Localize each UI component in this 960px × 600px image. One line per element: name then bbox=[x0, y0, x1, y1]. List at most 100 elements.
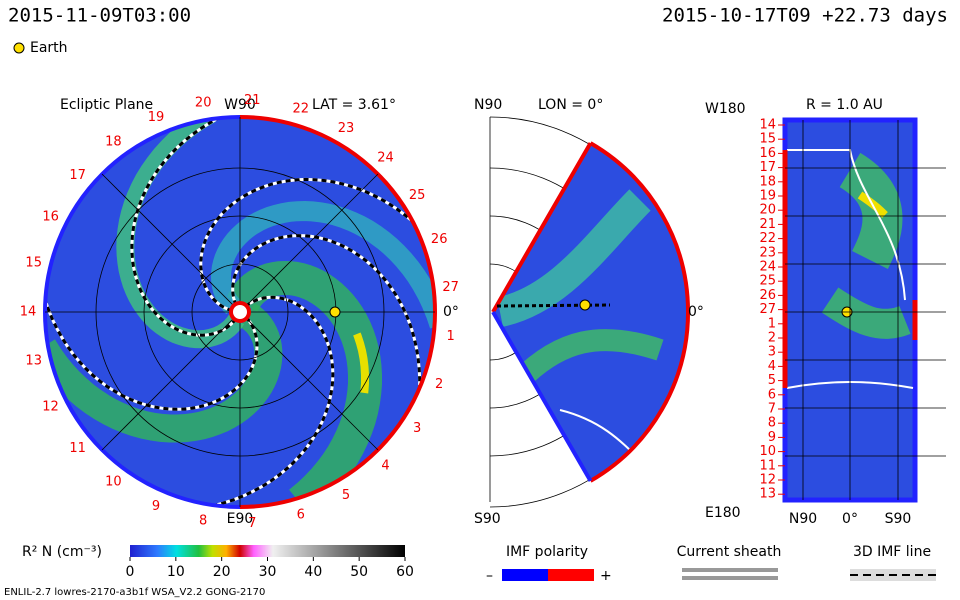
row-label: 17 bbox=[759, 160, 776, 175]
e90: E90 bbox=[227, 511, 254, 527]
colorbar bbox=[130, 545, 405, 557]
colorbar-tick-label: 0 bbox=[126, 564, 135, 580]
row-label: 27 bbox=[759, 302, 776, 317]
bottom-axis-label: 0° bbox=[842, 511, 858, 527]
row-label: 15 bbox=[759, 132, 776, 147]
carrington-label: 25 bbox=[409, 188, 426, 203]
carrington-label: 3 bbox=[413, 421, 421, 436]
carrington-label: 1 bbox=[446, 329, 454, 344]
lat: LAT = 3.61° bbox=[312, 97, 396, 113]
imf-line bbox=[199, 177, 424, 313]
carrington-label: 17 bbox=[69, 168, 86, 183]
imf-line bbox=[130, 117, 238, 337]
sheath-swatch bbox=[682, 568, 778, 572]
row-label: 25 bbox=[759, 274, 776, 289]
sheath-swatch bbox=[682, 576, 778, 580]
radius: R = 1.0 AU bbox=[806, 97, 883, 113]
row-label: 22 bbox=[759, 231, 776, 246]
radial-panel: W180 R = 1.0 AU E180 bbox=[705, 97, 946, 521]
zero: 0° bbox=[688, 304, 704, 320]
earth-legend: Earth bbox=[30, 40, 68, 56]
carrington-label: 15 bbox=[25, 256, 42, 271]
carrington-label: 9 bbox=[152, 499, 160, 514]
row-label: 24 bbox=[759, 260, 776, 275]
row-label: 11 bbox=[759, 458, 776, 473]
polarity-minus-swatch bbox=[502, 569, 548, 581]
carrington-label: 16 bbox=[42, 209, 59, 224]
carrington-label: 24 bbox=[377, 150, 394, 165]
row-label: 14 bbox=[759, 118, 776, 133]
carrington-label: 6 bbox=[297, 508, 305, 523]
carrington-label: 4 bbox=[381, 459, 389, 474]
row-label: 10 bbox=[759, 444, 776, 459]
polarity-label: IMF polarity bbox=[506, 544, 588, 560]
colorbar-tick-label: 20 bbox=[213, 564, 231, 580]
carrington-label: 22 bbox=[293, 101, 310, 116]
polarity-plus-swatch bbox=[548, 569, 594, 581]
meridional-panel: N90 LON = 0° 0° S90 bbox=[474, 97, 704, 527]
density-band bbox=[210, 200, 435, 329]
carrington-label: 5 bbox=[342, 488, 350, 503]
earth-icon bbox=[13, 42, 25, 54]
polarity-minus: – bbox=[486, 568, 493, 584]
sheath-label: Current sheath bbox=[677, 544, 782, 560]
s90: S90 bbox=[474, 511, 501, 527]
row-label: 19 bbox=[759, 189, 776, 204]
row-label: 20 bbox=[759, 203, 776, 218]
bottom-axis-label: N90 bbox=[789, 511, 817, 527]
row-label: 3 bbox=[768, 345, 776, 360]
colorbar-tick-label: 50 bbox=[350, 564, 368, 580]
carrington-label: 21 bbox=[244, 93, 261, 108]
w90: W90 bbox=[224, 97, 256, 113]
n90: N90 bbox=[474, 97, 502, 113]
imf-line bbox=[45, 286, 259, 411]
colorbar-tick-label: 30 bbox=[259, 564, 277, 580]
imf-line bbox=[200, 295, 335, 507]
carrington-label: 8 bbox=[199, 513, 207, 528]
density-band bbox=[45, 303, 283, 443]
carrington-label: 26 bbox=[431, 232, 448, 247]
panel-title: Ecliptic Plane bbox=[60, 97, 153, 113]
row-label: 26 bbox=[759, 288, 776, 303]
lon: LON = 0° bbox=[538, 97, 603, 113]
w180: W180 bbox=[705, 101, 746, 117]
density-band bbox=[226, 260, 382, 507]
carrington-label: 18 bbox=[105, 134, 122, 149]
carrington-label: 20 bbox=[195, 96, 212, 111]
polarity-plus: + bbox=[600, 568, 612, 584]
row-label: 12 bbox=[759, 473, 776, 488]
colorbar-tick-label: 10 bbox=[167, 564, 185, 580]
run-time: 2015-10-17T09 +22.73 days bbox=[662, 5, 948, 27]
carrington-label: 11 bbox=[69, 441, 86, 456]
carrington-label: 19 bbox=[148, 110, 165, 125]
row-label: 8 bbox=[768, 416, 776, 431]
e180: E180 bbox=[705, 505, 741, 521]
carrington-label: 27 bbox=[442, 280, 459, 295]
imf-line bbox=[231, 234, 422, 403]
row-label: 18 bbox=[759, 174, 776, 189]
row-label: 7 bbox=[768, 402, 776, 417]
carrington-label: 13 bbox=[25, 353, 42, 368]
row-label: 21 bbox=[759, 217, 776, 232]
row-label: 2 bbox=[768, 331, 776, 346]
row-label: 5 bbox=[768, 373, 776, 388]
row-label: 4 bbox=[768, 359, 776, 374]
row-label: 9 bbox=[768, 430, 776, 445]
footer: ENLIL-2.7 lowres-2170-a3b1f WSA_V2.2 GON… bbox=[4, 587, 265, 598]
row-label: 1 bbox=[768, 316, 776, 331]
imf-line-label: 3D IMF line bbox=[853, 544, 931, 560]
bottom-axis-label: S90 bbox=[885, 511, 912, 527]
density-band bbox=[116, 117, 245, 349]
carrington-label: 14 bbox=[20, 305, 37, 320]
carrington-label: 7 bbox=[248, 516, 256, 531]
zero: 0° bbox=[443, 304, 459, 320]
colorbar-tick-label: 60 bbox=[396, 564, 414, 580]
colorbar-label: R² N (cm⁻³) bbox=[22, 544, 102, 560]
time: 2015-11-09T03:00 bbox=[8, 5, 191, 27]
row-label: 13 bbox=[759, 487, 776, 502]
carrington-label: 2 bbox=[435, 377, 443, 392]
carrington-label: 12 bbox=[42, 400, 59, 415]
ecliptic-panel: Ecliptic Plane W90 LAT = 3.61° E90 0° bbox=[43, 97, 459, 527]
colorbar-tick-label: 40 bbox=[304, 564, 322, 580]
